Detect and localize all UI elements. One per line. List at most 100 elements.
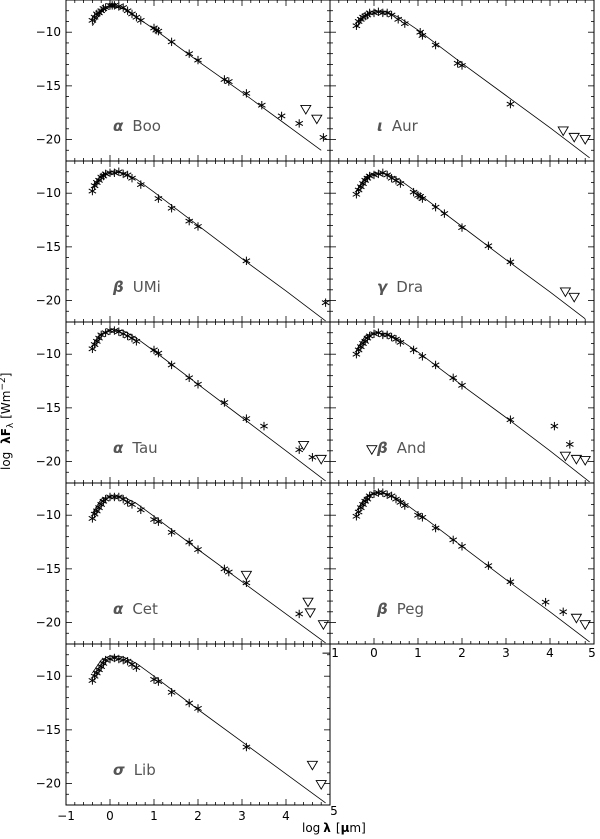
detection-point	[194, 704, 202, 713]
detection-point	[167, 360, 176, 370]
detection-point	[185, 698, 194, 708]
upper-limit-point	[315, 780, 327, 790]
detection-point	[224, 77, 233, 86]
panel-frame	[329, 321, 595, 484]
detection-point	[409, 187, 418, 197]
x-tick-label: 1	[414, 646, 422, 660]
detection-point	[449, 535, 458, 545]
star-label: σ Lib	[113, 761, 156, 779]
upper-limit-point	[570, 454, 583, 465]
detection-point	[458, 381, 466, 390]
detection-point	[484, 241, 493, 250]
panel-3: −10 −15 −20 β UMi	[36, 160, 331, 323]
y-axis-label-log: log	[0, 452, 13, 470]
detection-point	[114, 654, 123, 664]
detection-point	[185, 537, 194, 547]
panel-frame	[65, 160, 331, 323]
detection-point	[119, 655, 128, 665]
detection-point	[185, 49, 194, 58]
upper-limit-point	[240, 570, 253, 581]
detection-point	[387, 10, 396, 20]
detection-point	[110, 326, 119, 335]
detection-point	[506, 577, 515, 586]
detection-point	[400, 19, 409, 28]
detection-point	[224, 567, 233, 577]
detection-point	[295, 609, 304, 619]
detection-point	[132, 337, 141, 346]
detection-point	[185, 216, 194, 226]
detection-point	[154, 348, 163, 358]
detection-point	[110, 653, 119, 663]
x-axis-label-log: log	[302, 821, 320, 835]
y-tick-label: −10	[36, 508, 61, 522]
detection-point	[387, 491, 396, 501]
detection-point	[550, 421, 559, 431]
model-curve	[92, 171, 326, 322]
y-tick-label: −10	[36, 347, 61, 361]
y-axis-label-unit: [Wm	[0, 391, 13, 419]
detection-point	[110, 168, 119, 178]
x-tick-label: 2	[194, 809, 202, 823]
x-axis-label: log λ [μm]	[302, 821, 366, 835]
detection-point	[194, 55, 202, 65]
detection-point	[431, 523, 440, 533]
detection-point	[154, 677, 163, 686]
model-curve	[356, 332, 590, 483]
detection-point	[458, 223, 466, 232]
detection-point	[132, 663, 141, 672]
panel-4: γ Dra	[329, 160, 595, 323]
x-tick-label: 0	[106, 809, 114, 823]
upper-limit-point	[300, 105, 312, 115]
detection-point	[396, 498, 405, 507]
x-tick-label: −1	[57, 809, 75, 823]
upper-limit-point	[570, 613, 583, 624]
x-tick-label: 5	[330, 804, 338, 818]
detection-point	[418, 194, 427, 203]
detection-point	[194, 545, 202, 554]
detection-point	[370, 8, 378, 18]
detection-point	[128, 500, 136, 509]
detection-point	[154, 26, 163, 36]
detection-point	[295, 445, 304, 454]
y-axis-label-sub: λ	[6, 422, 16, 428]
detection-point	[458, 542, 466, 551]
panel-frame	[329, 160, 595, 323]
panel-frame	[329, 0, 595, 162]
detection-point	[400, 501, 409, 510]
panel-5: −10 −15 −20 α Tau	[36, 321, 331, 484]
detection-point	[431, 40, 440, 50]
upper-limit-point	[315, 454, 327, 465]
detection-point	[242, 742, 251, 752]
upper-limit-point	[366, 445, 378, 456]
detection-point	[506, 99, 515, 109]
detection-point	[242, 256, 251, 266]
star-label: ι Aur	[377, 117, 419, 135]
model-curve	[92, 495, 326, 644]
upper-limit-point	[579, 456, 591, 466]
panel-9: −10−15−20−1 0 1 2 3 4 5σ Lib	[36, 643, 338, 823]
y-axis-label: log λFλ [Wm−2]	[0, 373, 16, 470]
x-axis-label-m: m]	[349, 821, 365, 835]
detection-point	[418, 513, 427, 522]
detection-point	[106, 654, 114, 664]
panel-7: −10 −15 −20 α Cet	[36, 482, 331, 645]
detection-point	[260, 421, 268, 431]
star-label: α Boo	[113, 117, 161, 135]
star-label: α Cet	[113, 600, 158, 618]
y-tick-label: −10	[36, 669, 61, 683]
detection-point	[321, 298, 330, 307]
upper-limit-point	[302, 597, 314, 608]
detection-point	[110, 492, 119, 502]
detection-point	[396, 338, 405, 347]
upper-limit-point	[559, 451, 572, 462]
star-label: β And	[376, 439, 426, 457]
detection-point	[167, 204, 176, 213]
x-tick-label: 4	[282, 809, 290, 823]
model-curve	[356, 10, 590, 159]
panel-8: −1 0 1 2 3 4 5β Peg	[321, 482, 596, 660]
upper-limit-point	[311, 114, 323, 125]
detection-point	[409, 345, 418, 355]
y-tick-label: −15	[36, 723, 61, 737]
detection-point	[449, 373, 458, 383]
detection-point	[394, 15, 403, 24]
